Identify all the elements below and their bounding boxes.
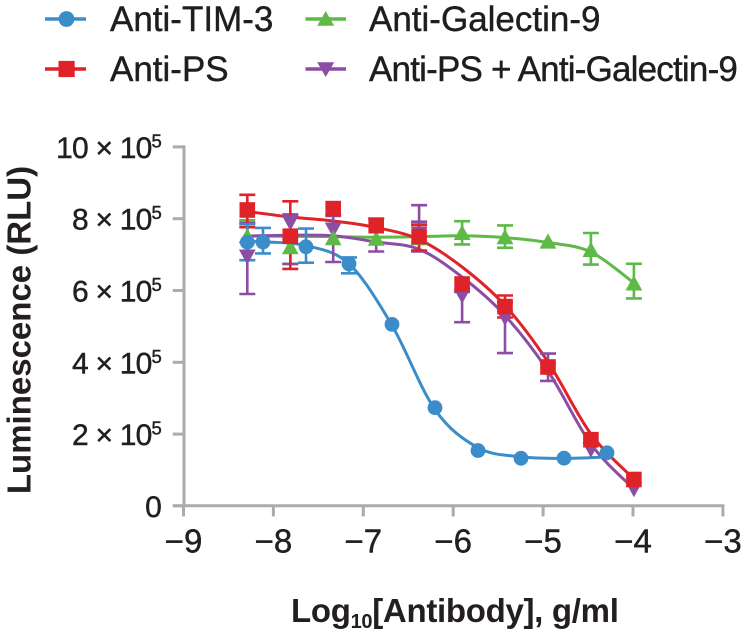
svg-text:Anti-Galectin-9: Anti-Galectin-9 [369, 0, 600, 39]
svg-text:10 × 105: 10 × 105 [56, 130, 161, 165]
svg-text:0: 0 [145, 491, 161, 524]
svg-text:Luminescence (RLU): Luminescence (RLU) [1, 166, 38, 494]
svg-text:Anti-TIM-3: Anti-TIM-3 [110, 0, 273, 39]
svg-text:6 × 105: 6 × 105 [72, 274, 161, 309]
svg-text:8 × 105: 8 × 105 [72, 202, 161, 237]
svg-text:−3: −3 [704, 523, 742, 560]
svg-text:−4: −4 [614, 523, 652, 560]
svg-text:4 × 105: 4 × 105 [72, 346, 161, 381]
svg-text:2 × 105: 2 × 105 [72, 418, 161, 453]
svg-text:−6: −6 [434, 523, 472, 560]
svg-text:Log10[Antibody], g/ml: Log10[Antibody], g/ml [291, 592, 619, 633]
svg-text:−9: −9 [165, 523, 203, 560]
svg-text:Anti-PS + Anti-Galectin-9: Anti-PS + Anti-Galectin-9 [369, 50, 737, 89]
svg-text:−8: −8 [255, 523, 293, 560]
svg-text:Anti-PS: Anti-PS [110, 50, 229, 89]
svg-text:−7: −7 [344, 523, 382, 560]
svg-text:−5: −5 [524, 523, 562, 560]
